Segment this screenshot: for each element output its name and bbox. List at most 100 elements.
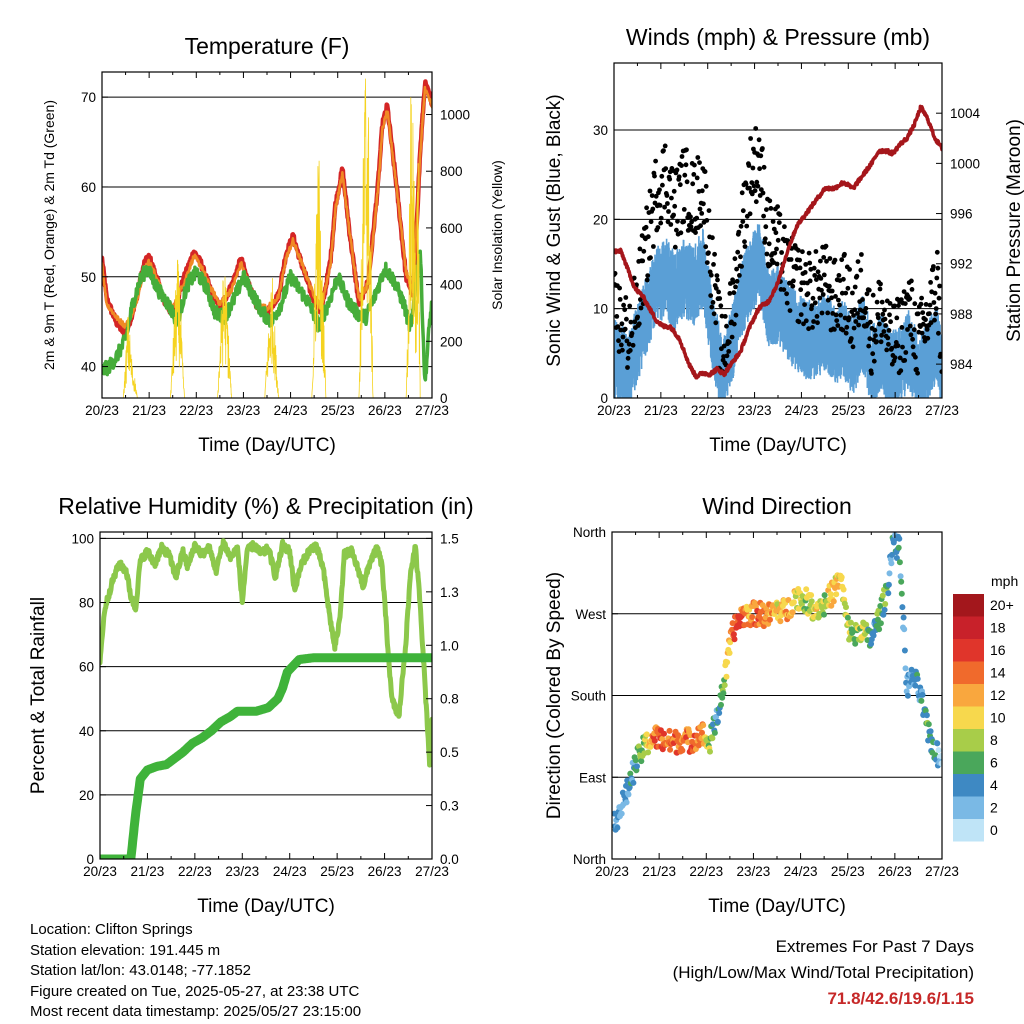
- gust-point: [760, 146, 765, 151]
- direction-point: [919, 691, 926, 698]
- gust-point: [671, 188, 677, 194]
- gust-point: [887, 312, 892, 318]
- legend-label: 20+: [990, 597, 1014, 613]
- gust-point: [881, 329, 887, 334]
- gust-point: [836, 273, 842, 278]
- direction-point: [625, 791, 632, 798]
- y-tick-label: 100: [71, 531, 94, 546]
- gust-point: [690, 181, 696, 187]
- x-tick-label: 25/23: [321, 403, 355, 418]
- gust-point: [664, 193, 670, 198]
- gust-point: [658, 220, 664, 226]
- gust-point: [938, 352, 942, 358]
- data-timestamp: Most recent data timestamp: 2025/05/27 2…: [30, 1003, 362, 1020]
- gust-point: [653, 193, 659, 199]
- gust-point: [936, 295, 942, 301]
- gust-point: [853, 319, 859, 324]
- gust-point: [911, 327, 917, 333]
- gust-point: [923, 317, 928, 323]
- y2-tick-label: 1.5: [440, 531, 459, 546]
- temperature-plot-area: [102, 78, 432, 398]
- gust-point: [768, 206, 774, 211]
- series-temp-line: [102, 79, 432, 340]
- direction-point: [679, 747, 686, 754]
- gust-point: [666, 209, 671, 214]
- gust-point: [819, 287, 824, 293]
- direction-point: [925, 721, 932, 728]
- gust-point: [775, 237, 781, 243]
- y-tick-label: 20: [79, 788, 94, 803]
- gust-point: [934, 249, 940, 255]
- gust-point: [918, 301, 924, 307]
- y2-tick-label: 1004: [950, 106, 981, 121]
- gust-point: [851, 313, 856, 318]
- gust-point: [661, 148, 666, 154]
- direction-point: [634, 763, 640, 770]
- winds-title: Winds (mph) & Pressure (mb): [626, 24, 930, 50]
- gust-point: [738, 223, 744, 229]
- gust-point: [909, 287, 915, 292]
- direction-point: [876, 626, 883, 633]
- gust-point: [738, 254, 743, 260]
- direction-point: [880, 611, 887, 618]
- gust-point: [898, 368, 904, 374]
- direction-point: [808, 592, 815, 599]
- y2-tick-label: 1.0: [440, 638, 459, 653]
- series-rh-line: [100, 538, 432, 768]
- gust-point: [711, 262, 716, 267]
- station-latlon: Station lat/lon: 43.0148; -77.1852: [30, 962, 252, 979]
- x-tick-label: 25/23: [831, 403, 865, 418]
- direction-point: [723, 673, 730, 680]
- panel-winds: Winds (mph) & Pressure (mb) 20/23 21/23 22/…: [544, 24, 1024, 456]
- direction-point: [821, 592, 828, 599]
- gust-point: [734, 266, 739, 272]
- direction-point: [938, 760, 942, 767]
- y-tick-label: 60: [81, 180, 96, 195]
- gust-point: [866, 343, 872, 349]
- direction-point: [838, 574, 845, 581]
- gust-point: [902, 301, 908, 306]
- gust-point: [839, 257, 845, 263]
- direction-point: [885, 581, 892, 588]
- gust-point: [631, 275, 637, 281]
- gust-point: [840, 327, 846, 333]
- gust-point: [855, 311, 860, 316]
- gust-point: [803, 262, 809, 267]
- gust-point: [920, 310, 926, 315]
- gust-point: [736, 229, 742, 235]
- series-pressure-line: [614, 104, 942, 380]
- gust-point: [657, 203, 663, 208]
- gust-point: [657, 187, 662, 193]
- direction-point: [789, 609, 796, 616]
- y-tick-label: 60: [79, 660, 94, 675]
- legend-swatch: [953, 594, 984, 617]
- x-tick-label: 24/23: [274, 403, 308, 418]
- gust-point: [618, 327, 624, 333]
- gust-point: [747, 211, 753, 217]
- gust-point: [817, 295, 823, 301]
- legend-label: 10: [990, 710, 1006, 726]
- gust-point: [697, 160, 702, 166]
- y-tick-label: South: [571, 689, 606, 704]
- direction-point: [934, 740, 941, 747]
- direction-point: [844, 614, 851, 621]
- x-tick-label: 24/23: [784, 864, 818, 879]
- gust-point: [636, 321, 642, 327]
- gust-point: [683, 162, 689, 168]
- direction-point: [645, 749, 652, 756]
- gust-point: [623, 295, 629, 300]
- y-tick-label: 10: [593, 302, 608, 317]
- direction-point: [897, 573, 904, 580]
- gust-point: [867, 336, 873, 342]
- gust-point: [855, 259, 861, 264]
- gust-point: [763, 224, 769, 230]
- direction-point: [643, 731, 650, 738]
- gust-point: [622, 326, 628, 332]
- gust-point: [885, 335, 891, 341]
- gust-point: [798, 287, 804, 293]
- gust-point: [702, 169, 708, 175]
- gust-point: [767, 198, 773, 204]
- gust-point: [922, 338, 928, 344]
- gust-point: [740, 208, 746, 214]
- direction-point: [821, 611, 827, 618]
